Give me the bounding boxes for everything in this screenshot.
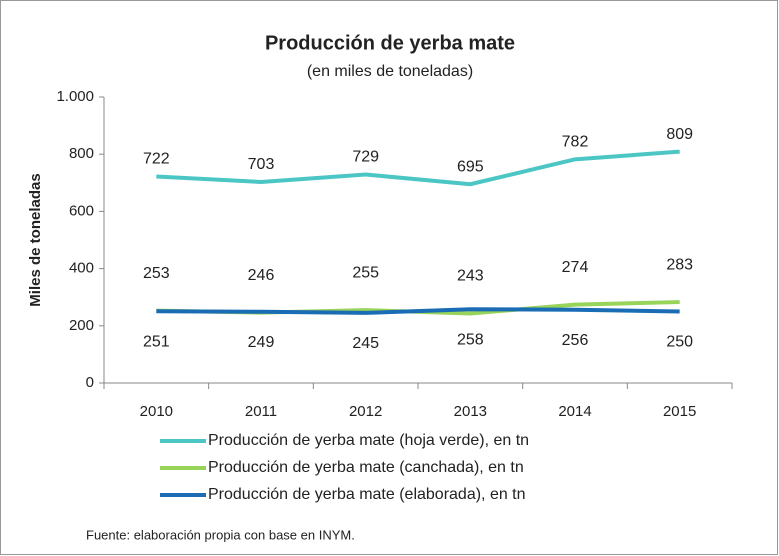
data-label: 250 (666, 334, 693, 351)
x-tick-label: 2014 (558, 403, 591, 420)
y-axis-label: Miles de toneladas (27, 173, 44, 306)
data-label: 253 (143, 265, 170, 282)
y-tick-label: 1.000 (56, 88, 94, 105)
data-label: 729 (352, 149, 379, 166)
data-label: 283 (666, 256, 693, 273)
series-line (156, 307, 680, 315)
legend-label: Producción de yerba mate (canchada), en … (208, 459, 524, 476)
series-line (156, 149, 680, 187)
x-tick-label: 2015 (663, 403, 696, 420)
data-label: 246 (248, 267, 275, 284)
x-tick-label: 2012 (349, 403, 382, 420)
data-label: 243 (457, 268, 484, 285)
y-tick-label: 600 (69, 202, 94, 219)
data-label: 274 (562, 259, 589, 276)
source-note: Fuente: elaboración propia con base en I… (86, 527, 355, 542)
data-label: 256 (562, 332, 589, 349)
data-label: 258 (457, 331, 484, 348)
data-label: 245 (352, 335, 379, 352)
data-label: 782 (562, 134, 589, 151)
data-label: 722 (143, 151, 170, 168)
data-label: 251 (143, 333, 170, 350)
chart-subtitle: (en miles de toneladas) (307, 63, 473, 80)
x-tick-label: 2013 (454, 403, 487, 420)
y-tick-label: 800 (69, 145, 94, 162)
legend-label: Producción de yerba mate (hoja verde), e… (208, 432, 529, 449)
y-tick-label: 0 (86, 374, 94, 391)
data-label: 255 (352, 264, 379, 281)
chart-title: Producción de yerba mate (265, 32, 515, 54)
data-label: 695 (457, 158, 484, 175)
x-tick-label: 2010 (140, 403, 173, 420)
data-label: 249 (248, 334, 275, 351)
y-tick-label: 400 (69, 260, 94, 277)
legend-label: Producción de yerba mate (elaborada), en… (208, 486, 526, 503)
data-label: 703 (248, 156, 275, 173)
data-label: 809 (666, 126, 693, 143)
x-tick-label: 2011 (245, 403, 277, 420)
y-tick-label: 200 (69, 317, 94, 334)
